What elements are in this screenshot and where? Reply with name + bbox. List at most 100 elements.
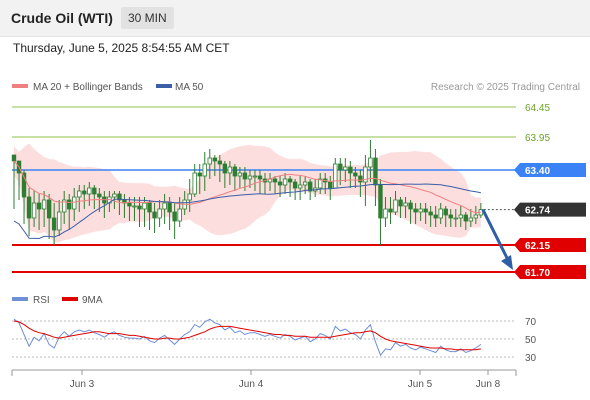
- ma50-legend-swatch: [156, 84, 172, 88]
- candle-body: [468, 217, 474, 222]
- candle-body: [328, 181, 333, 189]
- candle-body: [383, 208, 388, 219]
- candle-body: [127, 202, 132, 207]
- candle-body: [292, 181, 298, 189]
- candle-body: [473, 214, 479, 219]
- timestamp: Thursday, June 5, 2025 8:54:55 AM CET: [13, 41, 230, 55]
- rsi-legend-swatch: [12, 297, 28, 301]
- candle-body: [162, 202, 167, 210]
- rsi-ma-line: [13, 320, 481, 351]
- candle-body: [423, 208, 428, 213]
- candle-body: [177, 208, 182, 222]
- candle-body: [31, 202, 37, 219]
- candle-body: [418, 208, 423, 213]
- rsi-tick-30: 30: [525, 353, 537, 364]
- price-pane: 64.45 63.95 63.40 62.74 62.15 61.70: [11, 103, 586, 279]
- instrument-title: Crude Oil (WTI): [11, 10, 113, 26]
- candle-body: [167, 202, 172, 213]
- candle-body: [272, 178, 278, 183]
- candle-body: [353, 172, 358, 177]
- level-tag-61-70: [514, 265, 586, 279]
- candle-body: [212, 157, 217, 162]
- candle-body: [187, 193, 192, 201]
- candle-body: [318, 178, 323, 189]
- level-label-64-45: 64.45: [525, 103, 550, 114]
- level-tag-62-74: [514, 202, 586, 217]
- candle-body: [197, 172, 202, 177]
- candle-body: [97, 193, 102, 198]
- candle-body: [67, 199, 72, 210]
- candle-body: [252, 175, 258, 178]
- candle-body: [62, 199, 67, 213]
- candle-body: [132, 205, 137, 208]
- candle-body: [36, 202, 42, 210]
- candle-body: [207, 157, 212, 165]
- candle-body: [217, 160, 223, 165]
- candle-body: [363, 166, 368, 183]
- x-tick-label: Jun 5: [408, 379, 433, 390]
- ma50-legend-label: MA 50: [175, 82, 204, 93]
- candle-body: [378, 184, 383, 219]
- candle-body: [26, 196, 32, 219]
- candle-body: [413, 208, 418, 213]
- candle-body: [348, 166, 353, 174]
- candle-body: [46, 199, 52, 219]
- candle-body: [227, 166, 233, 174]
- candle-body: [393, 199, 398, 213]
- x-tick-label: Jun 8: [476, 379, 501, 390]
- rsi-tick-50: 50: [525, 335, 537, 346]
- level-tag-63-40: [514, 163, 586, 177]
- candle-body: [142, 202, 147, 210]
- candle-body: [172, 211, 177, 222]
- candle-body: [398, 199, 403, 207]
- candle-body: [41, 199, 47, 210]
- rsi-legend: RSI 9MA: [12, 295, 103, 306]
- candle-body: [56, 211, 62, 231]
- research-credit: Research © 2025 Trading Central: [431, 82, 580, 93]
- x-axis: Jun 3 Jun 4 Jun 5 Jun 8: [11, 369, 517, 390]
- level-label-62-15: 62.15: [525, 241, 550, 252]
- candle-body: [388, 208, 393, 213]
- candle-body: [72, 196, 77, 210]
- candle-body: [147, 202, 152, 213]
- candle-body: [408, 202, 413, 210]
- candle-body: [343, 166, 348, 171]
- candle-body: [202, 163, 207, 177]
- candle-body: [11, 154, 17, 162]
- candle-body: [21, 172, 27, 198]
- rsi-ma-legend-label: 9MA: [82, 295, 103, 306]
- candle-body: [51, 217, 57, 231]
- candle-body: [232, 166, 238, 177]
- candle-body: [87, 187, 92, 195]
- candle-body: [287, 178, 293, 183]
- candle-body: [282, 178, 288, 186]
- candle-body: [443, 208, 448, 216]
- candle-body: [358, 175, 363, 183]
- candle-body: [463, 214, 468, 222]
- candle-body: [458, 214, 463, 219]
- ma20-legend-label: MA 20 + Bollinger Bands: [33, 82, 143, 93]
- candle-body: [302, 181, 308, 186]
- rsi-tick-70: 70: [525, 317, 537, 328]
- rsi-pane: 30 50 70: [12, 317, 537, 364]
- timeframe-button[interactable]: 30 MIN: [121, 7, 174, 29]
- level-label-63-95: 63.95: [525, 133, 550, 144]
- candle-body: [428, 211, 433, 216]
- candle-body: [237, 172, 243, 177]
- candle-body: [277, 181, 283, 186]
- rsi-ma-legend-swatch: [62, 297, 78, 301]
- level-label-61-70: 61.70: [525, 268, 550, 279]
- candle-body: [307, 181, 313, 192]
- candle-body: [137, 205, 142, 210]
- candle-body: [192, 172, 197, 195]
- candle-body: [112, 193, 117, 198]
- candle-body: [403, 202, 408, 207]
- forecast-arrow-shaft: [481, 208, 510, 261]
- chart-header: Crude Oil (WTI) 30 MIN: [0, 0, 590, 37]
- candle-body: [453, 217, 458, 220]
- candle-body: [242, 172, 248, 180]
- candle-body: [222, 163, 228, 174]
- candle-body: [373, 157, 378, 186]
- ma20-legend-swatch: [12, 84, 28, 88]
